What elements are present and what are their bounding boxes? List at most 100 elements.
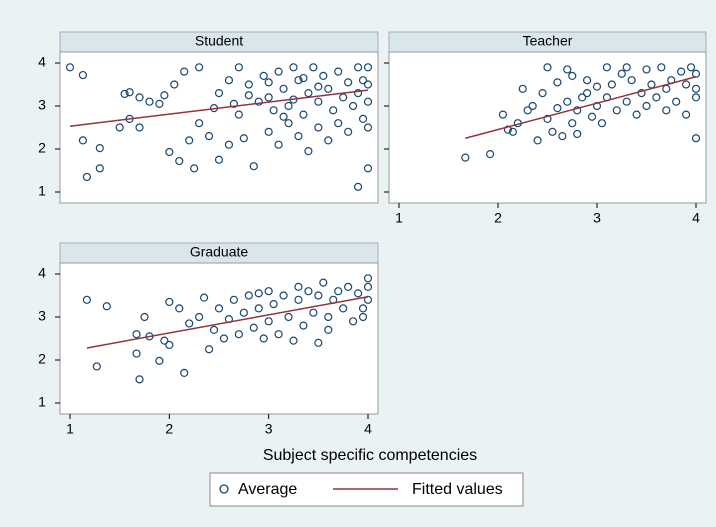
marker	[578, 93, 587, 102]
panel-title: Teacher	[523, 33, 573, 49]
marker	[324, 84, 333, 93]
marker	[115, 123, 124, 132]
marker	[304, 287, 313, 296]
marker	[622, 97, 631, 106]
marker	[95, 144, 104, 153]
marker	[597, 119, 607, 128]
marker	[344, 78, 353, 87]
marker	[155, 356, 164, 365]
marker	[92, 362, 101, 371]
marker	[209, 325, 219, 334]
marker	[140, 312, 149, 322]
marker	[553, 78, 562, 87]
marker	[95, 164, 104, 173]
marker	[339, 304, 348, 313]
marker	[224, 140, 234, 149]
marker	[582, 76, 592, 85]
marker	[485, 150, 495, 159]
x-tick-label: 4	[692, 210, 700, 226]
marker	[363, 97, 373, 106]
marker	[344, 282, 353, 291]
x-tick-label: 1	[66, 421, 74, 437]
marker	[125, 88, 134, 97]
marker	[274, 67, 283, 76]
marker	[200, 293, 209, 302]
y-tick-label: 3	[38, 97, 46, 113]
marker	[274, 330, 283, 339]
marker	[294, 132, 303, 141]
marker	[319, 278, 328, 287]
marker	[553, 104, 562, 113]
y-tick-label: 2	[38, 140, 46, 156]
marker	[358, 312, 368, 322]
marker	[587, 112, 597, 121]
panel-title: Student	[195, 33, 243, 49]
marker	[82, 172, 91, 182]
marker	[314, 291, 323, 300]
y-tick-label: 2	[38, 351, 46, 367]
marker	[299, 73, 308, 83]
marker	[652, 93, 661, 102]
marker	[185, 136, 194, 145]
marker	[165, 297, 174, 307]
marker	[160, 91, 169, 100]
marker	[249, 323, 258, 332]
marker	[353, 63, 363, 72]
marker	[214, 155, 224, 164]
plot-area	[59, 262, 379, 415]
marker	[314, 338, 323, 347]
marker	[274, 140, 283, 149]
marker	[363, 295, 373, 304]
legend-label: Average	[238, 481, 297, 498]
marker	[214, 88, 224, 98]
marker	[324, 312, 333, 322]
marker	[353, 289, 363, 298]
marker	[558, 132, 567, 141]
fit-line	[465, 76, 697, 139]
marker	[568, 119, 577, 128]
marker	[244, 91, 253, 100]
marker	[284, 101, 293, 111]
marker	[349, 317, 358, 326]
marker	[102, 302, 111, 311]
marker	[602, 63, 612, 72]
marker	[632, 110, 641, 119]
marker	[214, 304, 224, 313]
marker	[284, 312, 293, 322]
y-tick-label: 4	[38, 54, 46, 70]
marker	[617, 69, 626, 78]
marker	[334, 287, 343, 296]
marker	[294, 295, 303, 304]
marker	[239, 308, 248, 317]
marker	[627, 76, 636, 85]
marker	[279, 84, 288, 93]
marker	[289, 63, 298, 72]
marker	[314, 123, 323, 132]
marker	[363, 63, 373, 72]
marker	[294, 76, 303, 85]
marker	[582, 88, 592, 98]
marker	[259, 71, 268, 81]
marker	[349, 101, 358, 111]
marker	[175, 156, 184, 166]
marker	[353, 88, 363, 98]
marker	[165, 147, 174, 157]
marker	[264, 93, 273, 102]
marker	[299, 110, 308, 119]
marker	[681, 80, 691, 89]
x-axis-title: Subject specific competencies	[263, 447, 477, 464]
marker	[622, 63, 631, 72]
y-tick-label: 1	[38, 183, 46, 199]
marker	[508, 127, 517, 136]
marker	[259, 334, 268, 343]
x-tick-label: 3	[593, 210, 601, 226]
marker	[78, 70, 88, 80]
marker	[264, 287, 273, 296]
marker	[229, 295, 238, 304]
marker	[309, 63, 318, 72]
marker	[195, 63, 204, 72]
marker	[344, 127, 353, 136]
x-tick-label: 2	[165, 421, 173, 437]
marker	[363, 123, 373, 132]
